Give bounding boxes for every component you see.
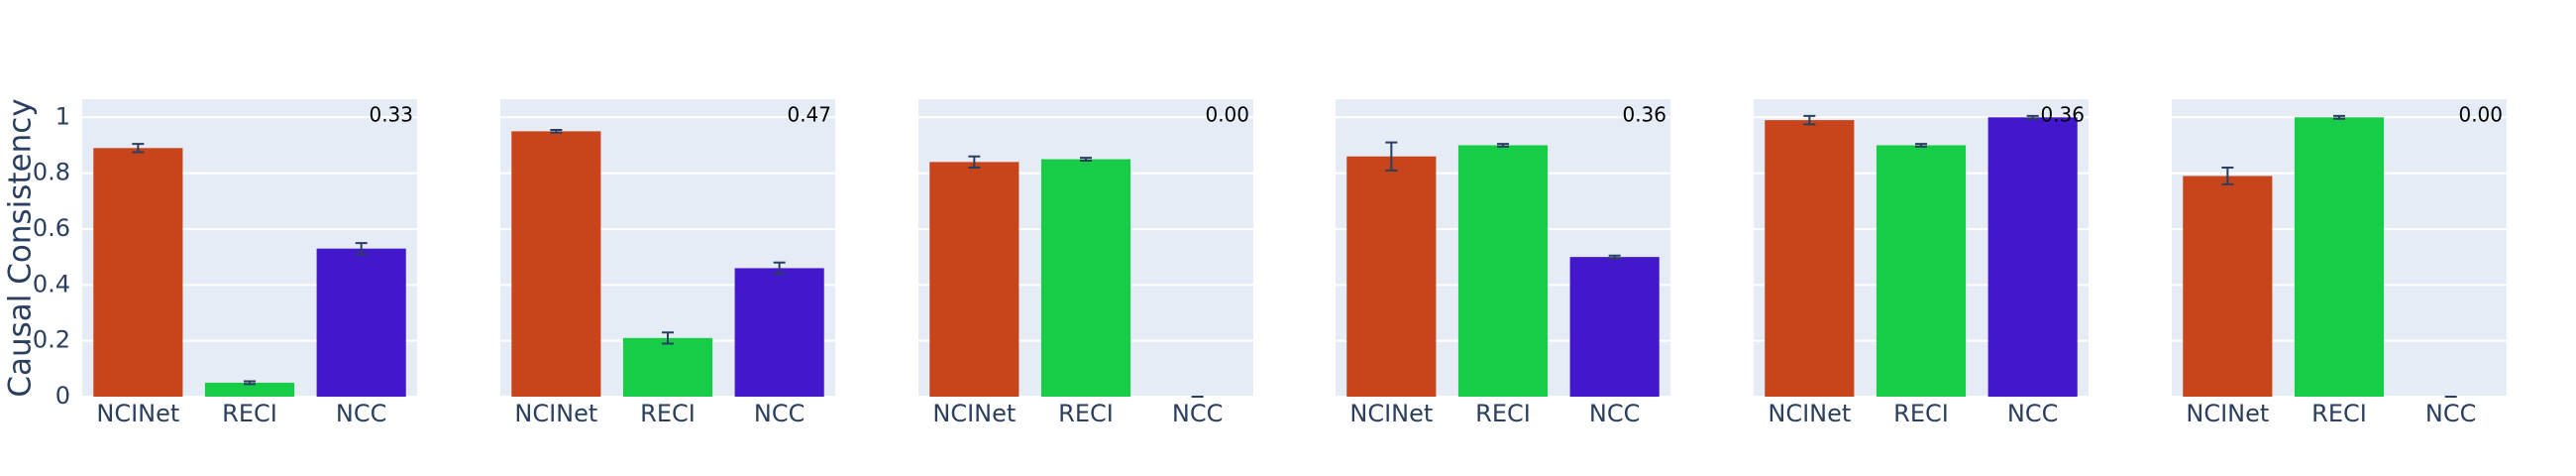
x-tick-label: RECI [1058, 400, 1114, 427]
bar [734, 268, 824, 397]
bar [1876, 145, 1967, 397]
y-tick-label: 0.8 [33, 159, 70, 186]
x-tick-label: RECI [1893, 400, 1949, 427]
bar [1040, 159, 1131, 397]
error-bar [1608, 254, 1621, 260]
x-tick-label: RECI [222, 400, 277, 427]
error-bar [1385, 141, 1398, 172]
error-bar [244, 380, 256, 386]
annotation: 0.00 [2458, 103, 2503, 127]
bar [2183, 176, 2273, 397]
bar [1346, 156, 1437, 397]
error-bar [2026, 114, 2039, 120]
y-tick-label: 0.2 [33, 326, 70, 354]
x-tick-label: NCC [754, 400, 805, 427]
error-bar [132, 143, 145, 154]
x-tick-label: NCINet [932, 400, 1016, 427]
bar [316, 248, 406, 397]
bar [1765, 120, 1855, 397]
y-tick-label: 0 [55, 382, 70, 410]
x-tick-label: NCC [1589, 400, 1640, 427]
x-tick-label: NCC [1172, 400, 1223, 427]
bar [1569, 257, 1660, 397]
annotation: 0.00 [1205, 103, 1249, 127]
x-tick-label: NCINet [1349, 400, 1433, 427]
x-tick-label: NCINet [96, 400, 179, 427]
error-bar [2221, 167, 2234, 185]
x-tick-label: NCC [336, 400, 386, 427]
y-tick-label: 1 [55, 102, 70, 130]
error-bar [662, 331, 674, 345]
y-tick-label: 0.6 [33, 214, 70, 242]
error-bar [550, 128, 563, 134]
annotation: 0.36 [2040, 103, 2085, 127]
bar [1457, 145, 1549, 397]
bar [1987, 117, 2078, 397]
error-bar [968, 155, 981, 170]
error-bar [1915, 143, 1927, 148]
bar [622, 337, 713, 397]
error-bar [1803, 114, 1816, 126]
x-tick-label: RECI [1475, 400, 1531, 427]
x-tick-label: NCINet [1768, 400, 1851, 427]
x-tick-label: NCC [2007, 400, 2058, 427]
x-tick-label: NCC [2425, 400, 2476, 427]
bar [204, 382, 295, 397]
annotation: 0.47 [787, 103, 831, 127]
y-axis-title: Causal Consistency [3, 98, 39, 397]
annotation: 0.33 [369, 103, 413, 127]
bar [929, 162, 1020, 397]
bar [511, 131, 601, 398]
error-bar [1497, 143, 1509, 148]
error-bar [1080, 157, 1092, 162]
bar [2294, 117, 2385, 397]
y-tick-label: 0.4 [33, 270, 70, 298]
bar [93, 148, 183, 397]
annotation: 0.36 [1622, 103, 1666, 127]
x-tick-label: NCINet [514, 400, 597, 427]
error-bar [355, 242, 368, 256]
error-bar [773, 261, 786, 276]
error-bar [2333, 114, 2345, 120]
x-tick-label: RECI [2311, 400, 2367, 427]
x-tick-label: NCINet [2186, 400, 2269, 427]
x-tick-label: RECI [640, 400, 696, 427]
